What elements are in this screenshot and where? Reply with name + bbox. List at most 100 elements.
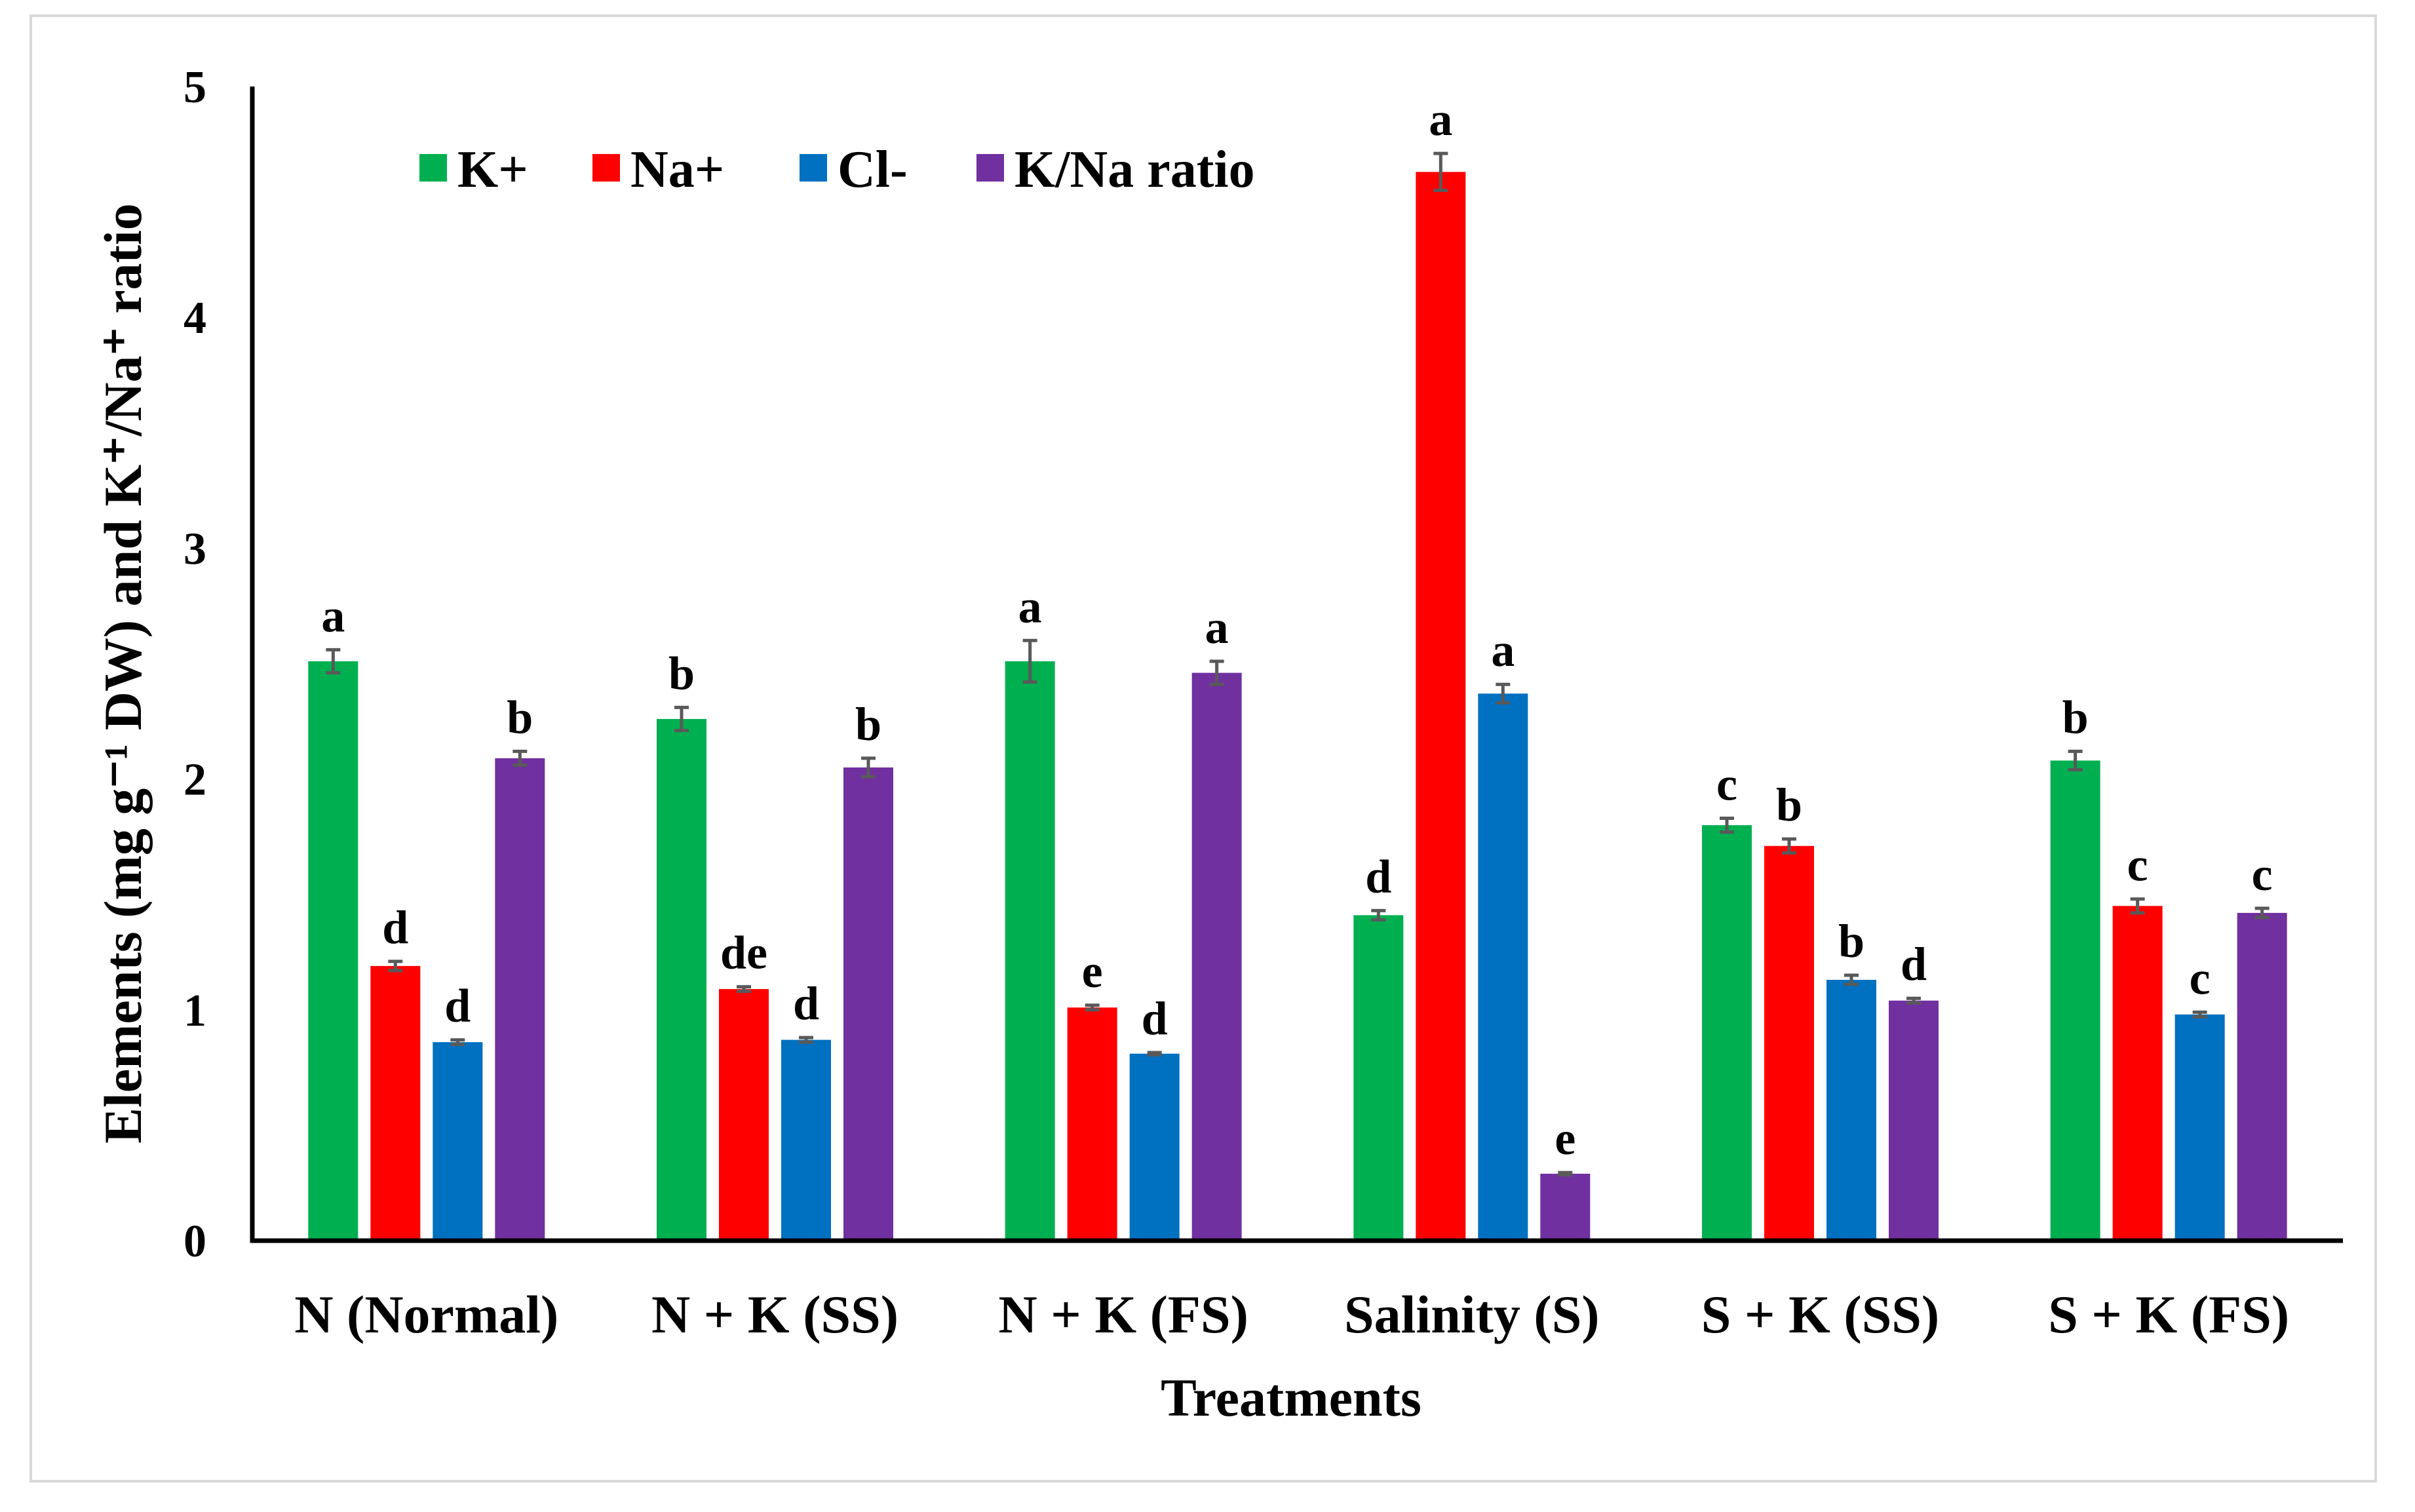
- bar-n-normal-na-error-bar: [388, 960, 403, 973]
- legend: K+ Na+ Cl- K/Na ratio: [419, 141, 1255, 199]
- bar-n-normal-k-error-bar: [326, 648, 341, 675]
- bar-s-k-ss-k-na-ratio-error-bar: [1906, 996, 1921, 1005]
- bar-salinity-s-k-letter: d: [1365, 850, 1391, 902]
- legend-swatch-na: [592, 154, 620, 182]
- bar-salinity-s-k-na-ratio: [1540, 1173, 1591, 1241]
- legend-swatch-k: [419, 154, 447, 182]
- legend-swatch-cl: [800, 154, 827, 182]
- bar-n-k-ss-k-error-bar: [674, 705, 689, 733]
- x-category-n-k-ss: N + K (SS): [651, 1285, 898, 1344]
- bar-s-k-ss-k-error-bar: [1720, 816, 1734, 834]
- bar-s-k-fs-k-na-ratio-letter: c: [2252, 848, 2273, 901]
- y-axis-ticks: 0 1 2 3 4 5: [184, 62, 206, 1267]
- bar-n-k-fs-na-error-bar: [1085, 1003, 1100, 1012]
- bar-s-k-fs-na-letter: c: [2127, 839, 2148, 891]
- bar-s-k-fs-na: [2112, 906, 2163, 1241]
- bar-salinity-s-na-letter: a: [1429, 93, 1452, 145]
- x-category-n-normal: N (Normal): [294, 1285, 558, 1344]
- chart-frame: [29, 14, 2377, 1483]
- legend-label-cl: Cl-: [838, 141, 908, 199]
- bar-n-k-ss-k-na-ratio-letter: b: [855, 698, 881, 750]
- bar-s-k-fs-cl: [2174, 1014, 2225, 1241]
- bar-s-k-ss-na-error-bar: [1782, 837, 1796, 855]
- bar-s-k-fs-cl-error-bar: [2192, 1010, 2207, 1018]
- bar-n-k-fs-k-na-ratio-error-bar: [1209, 659, 1224, 686]
- x-category-s-k-fs: S + K (FS): [2048, 1285, 2289, 1344]
- x-category-n-k-fs: N + K (FS): [998, 1285, 1248, 1344]
- y-axis-title: Elements (mg g⁻¹ DW) and K⁺/Na⁺ ratio: [93, 203, 153, 1143]
- bar-s-k-fs-k-na-ratio: [2237, 912, 2287, 1241]
- bar-s-k-ss-k-letter: c: [1716, 758, 1737, 810]
- bar-n-k-fs-cl-error-bar: [1147, 1051, 1162, 1056]
- bar-n-normal-cl: [433, 1042, 483, 1241]
- legend-swatch-k-na-ratio: [976, 154, 1004, 182]
- y-tick-label-3: 3: [184, 524, 206, 574]
- bar-salinity-s-na-error-bar: [1433, 151, 1448, 192]
- bar-s-k-ss-k: [1702, 825, 1752, 1241]
- bar-n-normal-k-letter: a: [321, 589, 345, 642]
- x-category-salinity-s: Salinity (S): [1344, 1285, 1600, 1344]
- bar-salinity-s-k: [1353, 915, 1404, 1241]
- y-tick-label-5: 5: [184, 62, 206, 113]
- bar-n-k-ss-na-error-bar: [737, 985, 751, 994]
- bar-salinity-s-cl: [1478, 693, 1528, 1241]
- bar-salinity-s-na: [1416, 172, 1466, 1241]
- bar-n-k-fs-k-na-ratio: [1191, 672, 1242, 1241]
- legend-label-k: K+: [457, 141, 528, 199]
- bar-n-k-fs-cl-letter: d: [1142, 992, 1168, 1045]
- bar-n-k-ss-cl: [781, 1039, 831, 1241]
- legend-label-na: Na+: [630, 141, 724, 199]
- bar-n-k-ss-k-na-ratio: [843, 767, 893, 1241]
- x-category-s-k-ss: S + K (SS): [1701, 1285, 1939, 1344]
- bar-n-k-ss-cl-error-bar: [799, 1036, 813, 1044]
- bar-n-k-fs-na: [1067, 1007, 1117, 1241]
- bar-s-k-ss-cl-error-bar: [1844, 973, 1859, 986]
- bar-n-k-ss-na: [719, 989, 769, 1241]
- y-tick-label-2: 2: [184, 755, 206, 805]
- y-tick-label-4: 4: [184, 293, 206, 343]
- bar-s-k-ss-cl-letter: b: [1838, 915, 1864, 967]
- bar-salinity-s-k-na-ratio-letter: e: [1555, 1112, 1575, 1165]
- y-tick-label-0: 0: [184, 1216, 206, 1267]
- bar-s-k-fs-k-error-bar: [2068, 749, 2083, 772]
- bar-salinity-s-cl-letter: a: [1491, 624, 1515, 676]
- bar-n-normal-cl-letter: d: [444, 980, 471, 1032]
- bar-n-normal-cl-error-bar: [450, 1038, 465, 1047]
- bar-s-k-fs-cl-letter: c: [2190, 952, 2211, 1004]
- bar-salinity-s-k-error-bar: [1371, 908, 1386, 921]
- bar-n-normal-k: [308, 661, 358, 1241]
- bar-n-k-ss-cl-letter: d: [793, 977, 819, 1030]
- legend-label-k-na-ratio: K/Na ratio: [1014, 141, 1255, 199]
- bar-salinity-s-cl-error-bar: [1496, 682, 1511, 705]
- bar-n-normal-k-na-ratio-letter: b: [507, 691, 533, 743]
- bar-n-normal-na-letter: d: [382, 901, 408, 954]
- bar-n-k-fs-k-error-bar: [1022, 638, 1037, 684]
- bar-n-k-fs-na-letter: e: [1082, 945, 1103, 998]
- bar-n-normal-k-na-ratio: [495, 758, 545, 1241]
- bar-n-k-ss-na-letter: de: [720, 927, 767, 979]
- bar-n-k-ss-k-letter: b: [668, 647, 695, 699]
- bar-s-k-fs-na-error-bar: [2130, 897, 2145, 915]
- bar-n-k-fs-k: [1005, 661, 1055, 1241]
- bar-n-k-ss-k-na-ratio-error-bar: [861, 756, 876, 779]
- bar-n-normal-na: [370, 965, 421, 1241]
- bar-n-k-fs-k-letter: a: [1018, 580, 1042, 632]
- bar-s-k-fs-k-na-ratio-error-bar: [2254, 906, 2270, 920]
- bar-n-k-fs-cl: [1129, 1053, 1180, 1241]
- bar-s-k-ss-na-letter: b: [1776, 779, 1802, 831]
- bar-s-k-ss-cl: [1826, 980, 1876, 1241]
- bar-s-k-fs-k: [2050, 760, 2100, 1241]
- bar-s-k-ss-k-na-ratio: [1889, 1000, 1939, 1241]
- bar-n-normal-k-na-ratio-error-bar: [512, 749, 528, 767]
- bar-n-k-ss-k: [657, 719, 706, 1241]
- x-axis-title: Treatments: [1161, 1368, 1421, 1427]
- bar-s-k-fs-k-letter: b: [2062, 691, 2089, 743]
- bar-salinity-s-k-na-ratio-error-bar: [1558, 1171, 1573, 1177]
- bar-s-k-ss-na: [1764, 845, 1814, 1241]
- y-tick-label-1: 1: [184, 986, 206, 1036]
- bar-s-k-ss-k-na-ratio-letter: d: [1901, 938, 1927, 990]
- x-axis-categories: N (Normal) N + K (SS) N + K (FS) Salinity (…: [294, 1285, 2289, 1344]
- bar-n-k-fs-k-na-ratio-letter: a: [1205, 601, 1229, 653]
